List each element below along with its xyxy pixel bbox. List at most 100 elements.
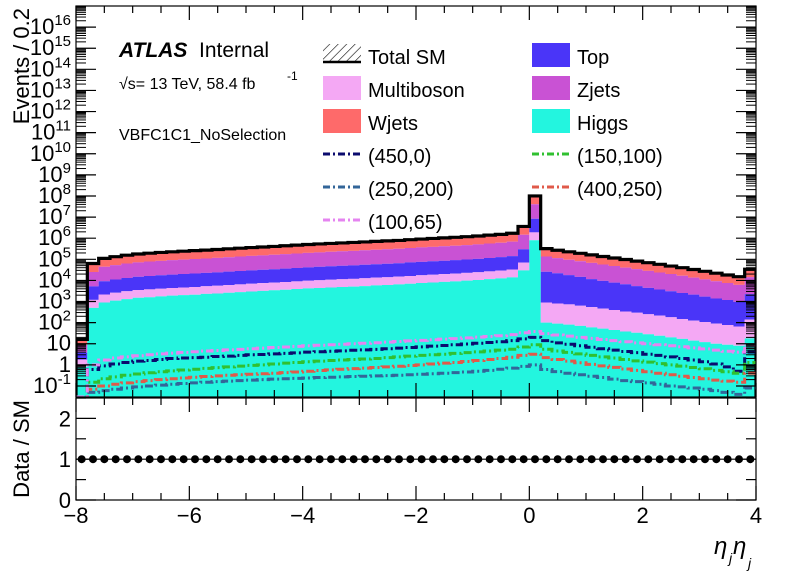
legend-label-wjets: Wjets [368, 113, 418, 135]
legend-label-zjets: Zjets [577, 80, 620, 102]
ratio-y-tick-label: 1 [59, 447, 71, 472]
legend-label-100-65: (100,65) [368, 212, 443, 234]
ratio-x-tick-label: −8 [63, 503, 88, 528]
ratio-point [576, 455, 585, 464]
main-y-tick-label: 1014 [30, 54, 71, 81]
ratio-point [531, 455, 539, 464]
ratio-point [610, 455, 619, 464]
legend-label-400-250: (400,250) [577, 179, 663, 201]
signal-line-400-250 [76, 352, 756, 397]
ratio-point [463, 455, 471, 464]
legend-entry-multiboson: Multiboson [323, 76, 465, 102]
ratio-point [281, 455, 290, 464]
signal-line-250-200 [76, 363, 756, 397]
ratio-point [349, 455, 358, 464]
ratio-point [372, 455, 381, 464]
signal-line-450-0 [76, 335, 756, 397]
ratio-point [157, 455, 165, 464]
legend-label-total-sm: Total SM [368, 47, 446, 69]
ratio-point [100, 455, 109, 464]
legend-entry-150-100: (150,100) [532, 146, 663, 168]
ratio-point [191, 455, 199, 464]
ratio-point [497, 455, 505, 464]
x-axis-label-sub-1: j [727, 550, 733, 566]
ratio-point [621, 455, 630, 464]
legend-entry-higgs: Higgs [532, 109, 628, 135]
ratio-point [689, 455, 698, 464]
ratio-point [553, 455, 562, 464]
legend-label-250-200: (250,200) [368, 179, 454, 201]
main-y-tick-label: 102 [38, 308, 71, 335]
ratio-point [327, 455, 335, 464]
ratio-point [451, 455, 460, 464]
legend-entry-wjets: Wjets [323, 109, 418, 135]
legend-label-higgs: Higgs [577, 113, 628, 135]
ratio-point [293, 455, 301, 464]
ratio-point [213, 455, 222, 464]
annotations: ATLAS Internal √s= 13 TeV, 58.4 fb -1 VBFC1C… [118, 39, 298, 144]
stack-area-zjets [76, 204, 756, 353]
lumi-exponent: -1 [287, 69, 298, 83]
ratio-point [565, 455, 573, 464]
legend-entry-zjets: Zjets [532, 76, 620, 102]
ratio-x-tick-label: 2 [637, 503, 649, 528]
ratio-point [667, 455, 675, 464]
main-y-tick-label: 10 [47, 331, 71, 356]
total-sm-line [76, 194, 756, 397]
legend: Total SM Top Multiboson Zjets Wjets Higgs (450… [323, 43, 663, 234]
ratio-point [236, 455, 245, 464]
ratio-point [678, 455, 687, 464]
legend-entry-250-200: (250,200) [323, 179, 454, 201]
ratio-point [587, 455, 596, 464]
main-y-tick-label: 103 [38, 287, 71, 314]
ratio-point [712, 455, 721, 464]
legend-label-450-0: (450,0) [368, 146, 431, 168]
ratio-point [723, 455, 732, 464]
legend-swatch-zjets [532, 76, 570, 100]
legend-entry-total-sm: Total SM [323, 44, 446, 69]
ratio-point [179, 455, 188, 464]
main-y-tick-label: 1016 [30, 12, 71, 39]
main-y-tick-label: 1012 [30, 97, 71, 124]
main-y-tick-label: 1 [59, 352, 71, 377]
ratio-point [701, 455, 709, 464]
ratio-point [417, 455, 426, 464]
ratio-point [485, 455, 494, 464]
main-y-tick-label: 107 [38, 202, 71, 229]
ratio-point [168, 455, 177, 464]
stack-area-higgs [76, 240, 756, 397]
ratio-point [383, 455, 392, 464]
ratio-point [259, 455, 267, 464]
ratio-point [304, 455, 313, 464]
signal-line-150-100 [76, 343, 756, 397]
legend-swatch-multiboson [323, 76, 361, 100]
ratio-x-tick-label: −4 [290, 503, 315, 528]
ratio-point [225, 455, 233, 464]
ratio-point [599, 455, 607, 464]
ratio-point [145, 455, 154, 464]
legend-swatch-higgs [532, 109, 570, 133]
ratio-point [474, 455, 483, 464]
signal-line-100-65 [76, 330, 756, 397]
ratio-point [395, 455, 403, 464]
main-y-tick-label: 109 [38, 160, 71, 187]
energy-lumi-label: √s= 13 TeV, 58.4 fb [119, 76, 256, 93]
main-y-tick-label: 108 [38, 181, 71, 208]
ratio-x-tick-label: 0 [523, 503, 535, 528]
selection-label: VBFC1C1_NoSelection [119, 127, 286, 144]
x-axis-label-eta-1: η [714, 533, 727, 560]
x-axis-label: η j η j [714, 533, 752, 571]
ratio-point [270, 455, 279, 464]
main-y-axis: 10-1110102103104105106107108109101010111… [30, 6, 756, 398]
ratio-point [123, 455, 131, 464]
ratio-y-tick-label: 2 [59, 406, 71, 431]
ratio-y-tick-label: 0 [59, 488, 71, 513]
ratio-point [111, 455, 120, 464]
main-y-tick-label: 1011 [31, 118, 71, 145]
legend-swatch-total-sm [323, 44, 361, 62]
x-axis-label-sub-2: j [746, 555, 752, 571]
legend-label-top: Top [577, 47, 609, 69]
ratio-point [519, 455, 528, 464]
legend-swatch-top [532, 43, 570, 67]
ratio-point [429, 455, 437, 464]
